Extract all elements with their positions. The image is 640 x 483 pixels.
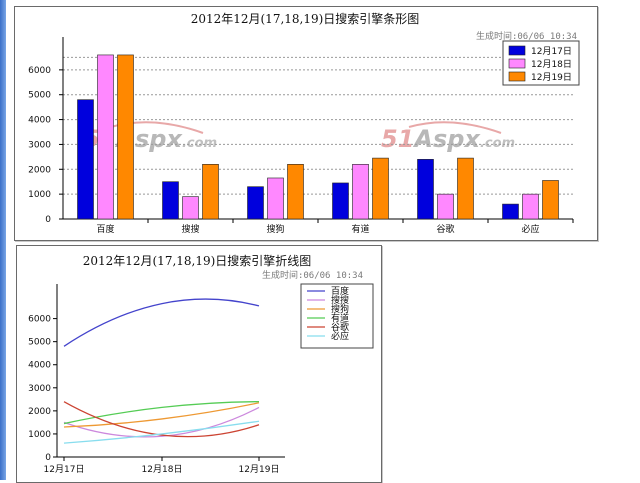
x-tick-label: 谷歌 — [436, 223, 454, 235]
y-tick-label: 0 — [45, 453, 51, 463]
bar — [77, 99, 94, 220]
y-tick-label: 1000 — [28, 430, 51, 440]
legend-label: 12月17日 — [531, 46, 572, 57]
window-edge — [0, 0, 6, 480]
line-chart-timestamp: 生成时间:06/06 10:34 — [262, 269, 363, 281]
legend-label: 12月19日 — [531, 72, 572, 83]
legend-swatch — [508, 45, 526, 56]
bar — [247, 186, 264, 220]
y-tick-label: 2000 — [28, 165, 51, 175]
legend-label: 有道 — [331, 312, 349, 324]
legend-box — [300, 283, 374, 349]
watermark-swoosh — [408, 121, 502, 134]
line-chart-title: 2012年12月(17,18,19)日搜索引擎折线图 — [83, 253, 312, 268]
bar — [457, 157, 474, 220]
bar — [202, 164, 219, 220]
watermark-text: 51Aspx.com — [381, 125, 515, 153]
x-tick-label: 搜搜 — [181, 223, 199, 235]
series-line — [63, 400, 260, 425]
y-tick-label: 4000 — [28, 361, 51, 371]
x-tick-label: 搜狗 — [266, 223, 284, 235]
y-tick-label: 6000 — [28, 66, 51, 76]
y-tick-label: 2000 — [28, 407, 51, 417]
bar — [542, 180, 559, 220]
bar — [352, 164, 369, 220]
series-line — [63, 298, 260, 347]
x-tick-label: 必应 — [521, 223, 539, 235]
bar — [287, 164, 304, 220]
bar — [162, 181, 179, 220]
watermark-logo: 51Aspx.com — [381, 121, 515, 153]
y-tick-label: 0 — [45, 215, 51, 225]
series-line — [63, 402, 260, 428]
bar — [117, 54, 134, 220]
bar — [502, 203, 519, 220]
legend-label: 必应 — [331, 330, 349, 342]
bar-chart-title: 2012年12月(17,18,19)日搜索引擎条形图 — [191, 11, 420, 26]
bar — [267, 177, 284, 220]
y-tick-label: 1000 — [28, 190, 51, 200]
legend-label: 谷歌 — [331, 321, 349, 333]
legend-label: 搜狗 — [331, 303, 349, 315]
y-tick-label: 4000 — [28, 116, 51, 126]
line-chart: 2012年12月(17,18,19)日搜索引擎折线图 生成时间:06/06 10… — [28, 253, 374, 475]
series-line — [63, 420, 260, 444]
line-chart-panel: 2012年12月(17,18,19)日搜索引擎折线图 生成时间:06/06 10… — [16, 245, 382, 483]
x-tick-label: 有道 — [351, 223, 369, 235]
legend-label: 12月18日 — [531, 59, 572, 70]
bar — [437, 193, 454, 220]
x-tick-label: 12月19日 — [239, 464, 280, 475]
legend-swatch — [508, 58, 526, 69]
y-tick-label: 5000 — [28, 338, 51, 348]
y-tick-label: 3000 — [28, 384, 51, 394]
x-tick-label: 12月18日 — [142, 464, 183, 475]
bar — [182, 196, 199, 220]
series-line — [63, 401, 260, 438]
bar — [417, 159, 434, 220]
bar — [332, 182, 349, 220]
series-line — [63, 406, 260, 438]
y-tick-label: 5000 — [28, 91, 51, 101]
bar — [522, 193, 539, 220]
legend-label: 百度 — [331, 285, 349, 297]
bar — [372, 157, 389, 220]
bar — [97, 54, 114, 220]
legend-swatch — [508, 71, 526, 82]
bar-chart-timestamp: 生成时间:06/06 10:34 — [476, 30, 577, 42]
y-tick-label: 6000 — [28, 315, 51, 325]
legend-label: 搜搜 — [331, 294, 349, 306]
x-tick-label: 12月17日 — [44, 464, 85, 475]
x-tick-label: 百度 — [96, 223, 114, 235]
y-tick-label: 3000 — [28, 140, 51, 150]
